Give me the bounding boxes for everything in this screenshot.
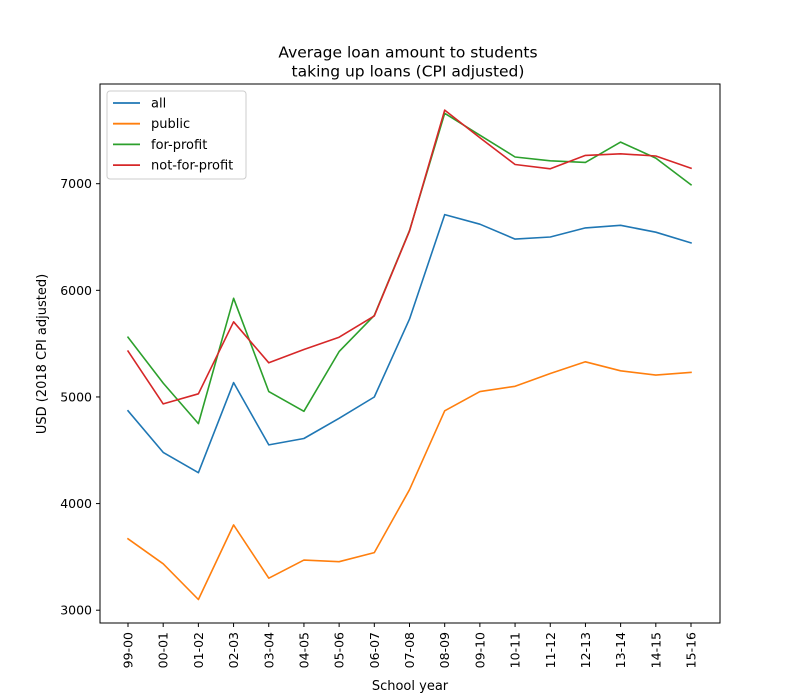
y-tick-label: 3000 bbox=[60, 603, 92, 618]
legend-label-not-for-profit: not-for-profit bbox=[151, 159, 233, 174]
x-tick-label: 03-04 bbox=[261, 632, 276, 668]
legend-label-for-profit: for-profit bbox=[151, 138, 207, 153]
y-axis-title: USD (2018 CPI adjusted) bbox=[35, 274, 50, 434]
x-tick-label: 12-13 bbox=[578, 632, 593, 668]
x-tick-label: 04-05 bbox=[296, 632, 311, 668]
x-tick-label: 13-14 bbox=[613, 632, 628, 668]
series-layer bbox=[126, 109, 693, 601]
legend-box bbox=[106, 90, 247, 180]
plot-frame bbox=[99, 83, 721, 624]
x-tick-label: 07-08 bbox=[402, 632, 417, 668]
x-tick-label: 06-07 bbox=[367, 632, 382, 668]
x-tick-label: 08-09 bbox=[437, 632, 452, 668]
legend: all public for-profit not-for-profit bbox=[106, 90, 247, 180]
legend-label-public: public bbox=[151, 117, 190, 132]
y-tick-label: 7000 bbox=[60, 176, 92, 191]
x-tick-label: 09-10 bbox=[472, 632, 487, 668]
x-tick-label: 10-11 bbox=[508, 632, 523, 668]
x-tick-label: 00-01 bbox=[156, 632, 171, 668]
chart-title-line-1: Average loan amount to students bbox=[278, 44, 537, 62]
series-line-not-for-profit bbox=[126, 109, 693, 405]
x-tick-label: 01-02 bbox=[191, 632, 206, 668]
x-tick-label: 02-03 bbox=[226, 632, 241, 668]
x-axis-ticks: 99-00 00-01 01-02 02-03 03-04 04-05 05-06 06-07… bbox=[121, 623, 699, 668]
y-tick-label: 4000 bbox=[60, 496, 92, 511]
chart-title-line-2: taking up loans (CPI adjusted) bbox=[292, 63, 525, 81]
y-tick-label: 5000 bbox=[60, 389, 92, 404]
y-tick-label: 6000 bbox=[60, 283, 92, 298]
x-tick-label: 14-15 bbox=[648, 632, 663, 668]
series-line-all bbox=[126, 213, 692, 474]
legend-label-all: all bbox=[151, 97, 166, 112]
x-axis-title: School year bbox=[372, 679, 449, 694]
x-tick-label: 05-06 bbox=[332, 632, 347, 668]
x-tick-label: 99-00 bbox=[121, 632, 136, 668]
x-tick-label: 11-12 bbox=[543, 632, 558, 668]
x-tick-label: 15-16 bbox=[684, 632, 699, 668]
series-line-public bbox=[126, 360, 692, 601]
y-axis-ticks: 3000 4000 5000 6000 7000 bbox=[60, 176, 100, 618]
